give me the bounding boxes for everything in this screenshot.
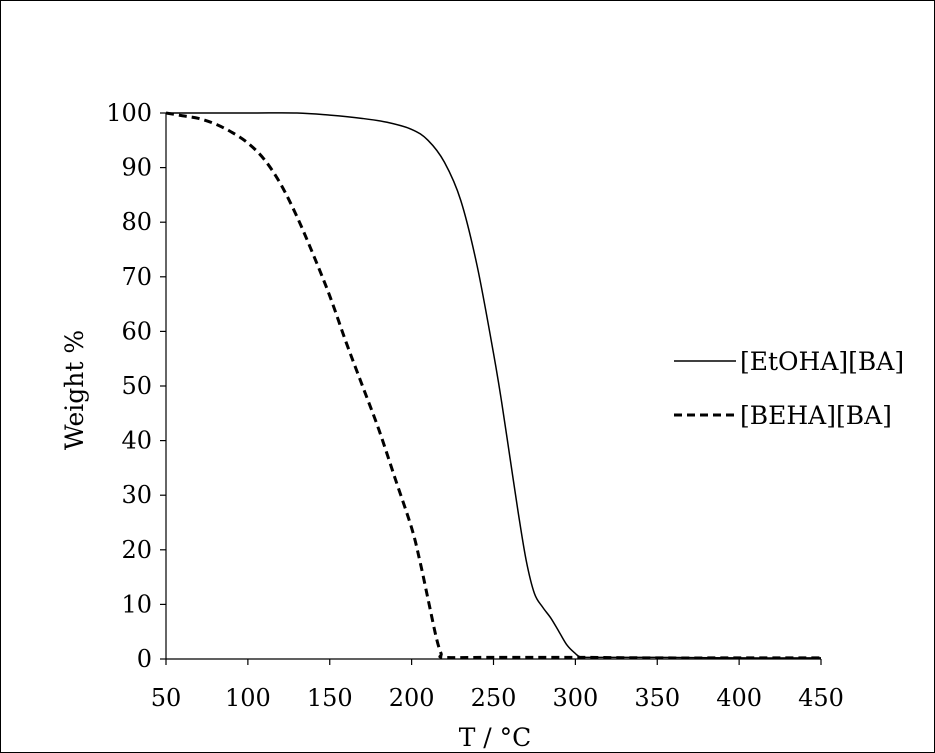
x-tick-label: 450	[798, 684, 844, 712]
y-tick-label: 70	[121, 263, 152, 291]
y-tick-label: 50	[121, 372, 152, 400]
x-tick-label: 300	[552, 684, 598, 712]
y-tick-label: 80	[121, 208, 152, 236]
legend-label-etoha-ba: [EtOHA][BA]	[740, 347, 904, 376]
y-axis-title: Weight %	[60, 330, 89, 450]
x-tick-label: 150	[307, 684, 353, 712]
y-axis-ticks: 0 10 20 30 40 50 60 70 80 90 100	[106, 99, 166, 673]
x-tick-label: 400	[716, 684, 762, 712]
x-tick-label: 350	[634, 684, 680, 712]
series-line-0	[166, 112, 822, 659]
y-tick-label: 100	[106, 99, 152, 127]
legend: [EtOHA][BA] [BEHA][BA]	[674, 347, 904, 430]
x-tick-label: 250	[471, 684, 517, 712]
y-tick-label: 40	[121, 427, 152, 455]
x-tick-label: 100	[225, 684, 271, 712]
legend-label-beha-ba: [BEHA][BA]	[740, 401, 892, 430]
y-tick-label: 0	[137, 645, 152, 673]
series-line-1	[165, 111, 821, 660]
x-tick-label: 50	[151, 684, 182, 712]
series-layer	[165, 111, 822, 660]
x-axis-title: T / °C	[459, 723, 532, 752]
y-tick-label: 90	[121, 154, 152, 182]
y-tick-label: 30	[121, 481, 152, 509]
y-tick-label: 60	[121, 317, 152, 345]
y-tick-label: 20	[121, 536, 152, 564]
y-tick-label: 10	[121, 590, 152, 618]
x-tick-label: 200	[389, 684, 435, 712]
x-axis-ticks: 50 100 150 200 250 300 350 400 450	[151, 659, 844, 712]
